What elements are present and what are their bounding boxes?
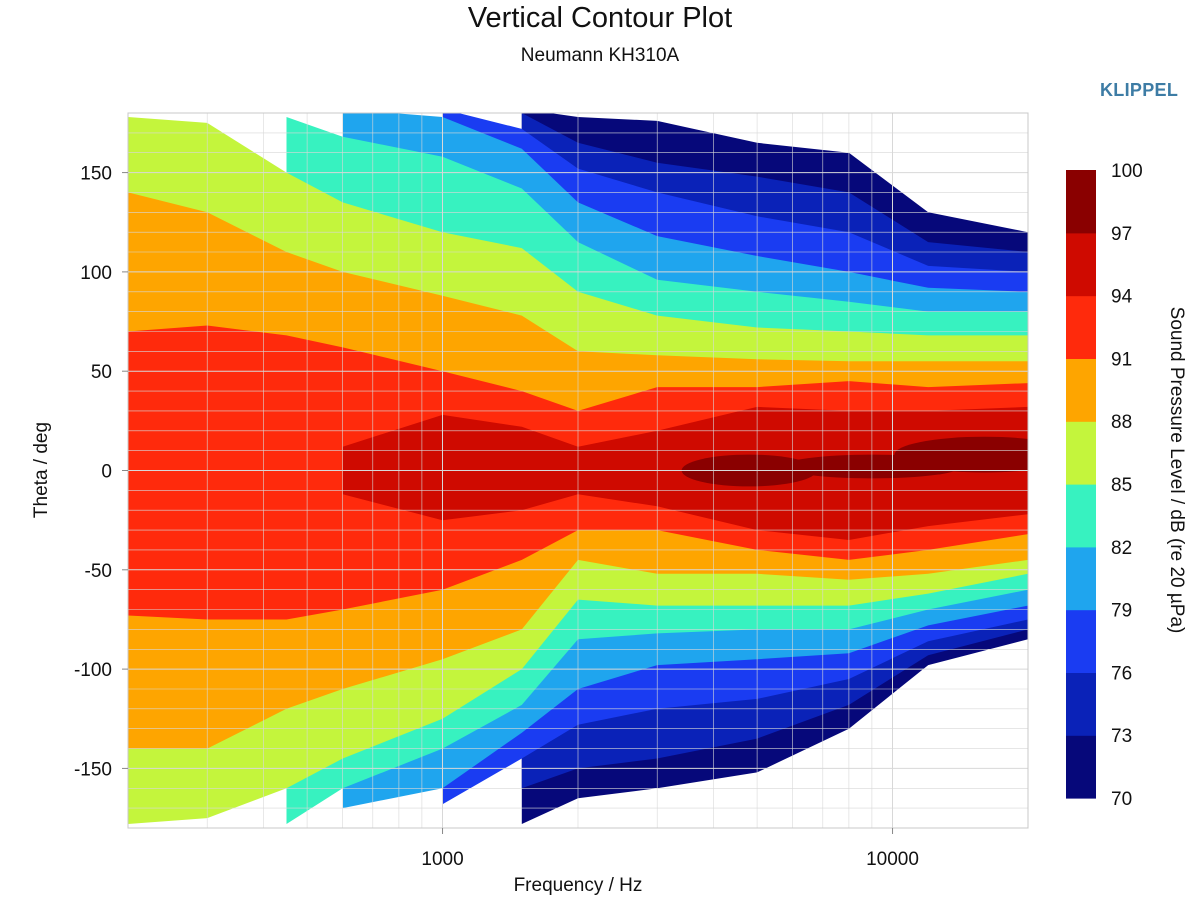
colorbar-tick-label: 91: [1111, 349, 1132, 370]
y-tick-label: 100: [80, 263, 112, 284]
colorbar-segment: [1066, 735, 1096, 799]
colorbar-tick-label: 85: [1111, 475, 1132, 496]
y-axis-ticks: 150 100 50 0 -50 -100 -150: [74, 164, 128, 780]
x-axis-ticks: 1000 10000: [421, 828, 919, 870]
chart-title: Vertical Contour Plot: [467, 2, 733, 34]
colorbar-tick-label: 94: [1111, 287, 1133, 308]
klippel-logo: KLIPPEL: [1100, 80, 1179, 100]
x-axis-label: Frequency / Hz: [514, 875, 643, 896]
contour-peak-patch: [894, 436, 1028, 473]
colorbar-segment: [1066, 358, 1096, 422]
colorbar-tick-label: 100: [1111, 161, 1143, 182]
colorbar-tick-label: 70: [1111, 789, 1132, 810]
colorbar-label: Sound Pressure Level / dB (re 20 µPa): [1166, 307, 1187, 634]
colorbar-tick-label: 79: [1111, 601, 1132, 622]
colorbar-segment: [1066, 421, 1096, 485]
colorbar-segment: [1066, 672, 1096, 736]
colorbar-segment: [1066, 546, 1096, 611]
colorbar-ticks: 100 97 94 91 88 85 82 79 76 73 70: [1111, 161, 1143, 810]
plot-grid: [128, 113, 1028, 828]
colorbar-tick-label: 88: [1111, 412, 1132, 433]
y-tick-label: -100: [74, 660, 112, 681]
colorbar-segment: [1066, 484, 1096, 548]
colorbar-tick-label: 82: [1111, 538, 1132, 559]
colorbar-segment: [1066, 170, 1096, 234]
y-tick-label: 0: [101, 462, 112, 483]
x-tick-label: 10000: [866, 849, 919, 870]
colorbar-tick-label: 97: [1111, 224, 1132, 245]
chart-subtitle: Neumann KH310A: [520, 45, 680, 66]
colorbar-tick-label: 73: [1111, 726, 1132, 747]
colorbar-segment: [1066, 295, 1096, 359]
y-tick-label: -50: [85, 561, 112, 582]
colorbar-tick-label: 76: [1111, 663, 1132, 684]
y-tick-label: 150: [80, 164, 112, 185]
y-tick-label: 50: [91, 362, 112, 383]
x-tick-label: 1000: [421, 849, 463, 870]
y-axis-label: Theta / deg: [31, 422, 52, 518]
y-tick-label: -150: [74, 759, 112, 780]
colorbar-segment: [1066, 609, 1096, 673]
colorbar-segment: [1066, 232, 1096, 297]
colorbar: [1066, 170, 1096, 799]
